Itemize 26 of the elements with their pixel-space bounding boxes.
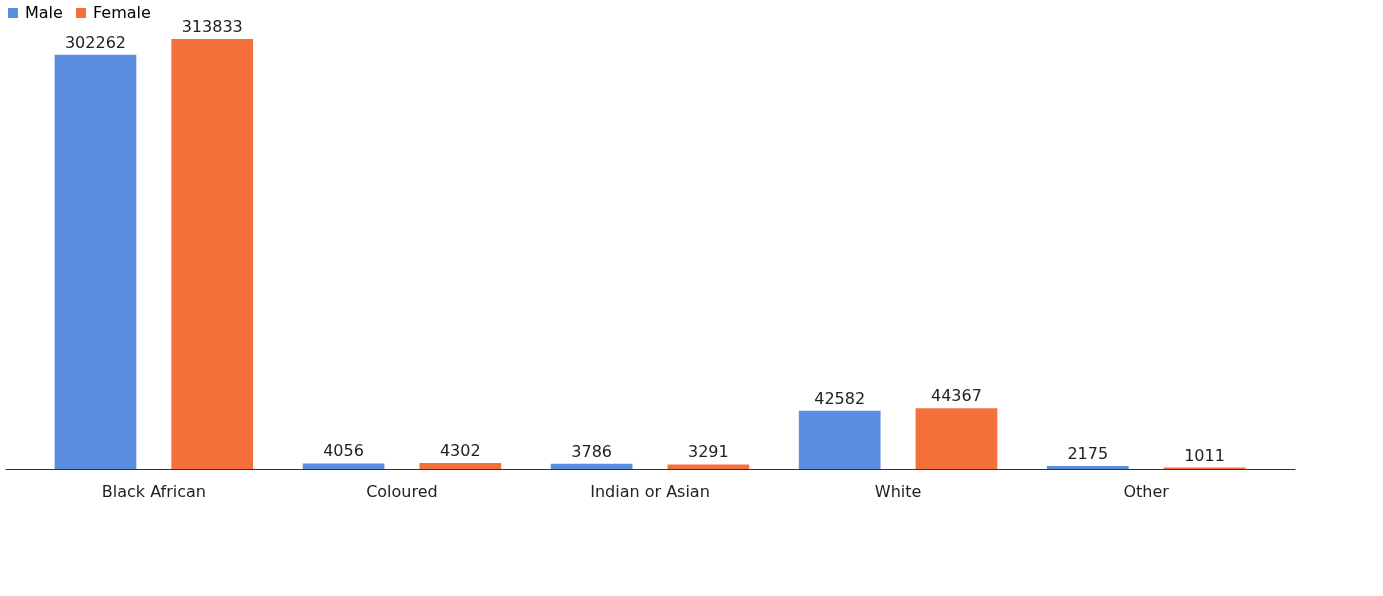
- data-label: 3291: [688, 442, 729, 462]
- data-label: 42582: [814, 388, 866, 408]
- data-label: 1011: [1184, 445, 1225, 465]
- legend-label: Male: [25, 3, 63, 22]
- x-tick-label: Other: [1123, 481, 1170, 501]
- bar: [302, 463, 385, 469]
- data-label: 302262: [64, 32, 127, 52]
- data-label: 44367: [930, 386, 982, 406]
- x-tick-label: Coloured: [366, 481, 438, 501]
- data-label: 3786: [571, 441, 612, 461]
- legend-label: Female: [93, 3, 151, 22]
- data-label: 4302: [439, 441, 481, 461]
- bar: [550, 463, 633, 469]
- bar: [419, 463, 502, 469]
- x-tick-label: White: [874, 481, 922, 501]
- x-tick-label: Black African: [101, 481, 206, 501]
- data-label: 313833: [181, 17, 243, 36]
- data-label: 2175: [1067, 444, 1109, 464]
- bar: [1046, 466, 1129, 469]
- bar: [54, 54, 137, 469]
- bar: [915, 408, 998, 469]
- data-label: 4056: [323, 441, 364, 461]
- bar: [798, 410, 881, 469]
- x-tick-label: Indian or Asian: [590, 481, 710, 501]
- bar: [171, 39, 254, 469]
- bar: [667, 464, 750, 469]
